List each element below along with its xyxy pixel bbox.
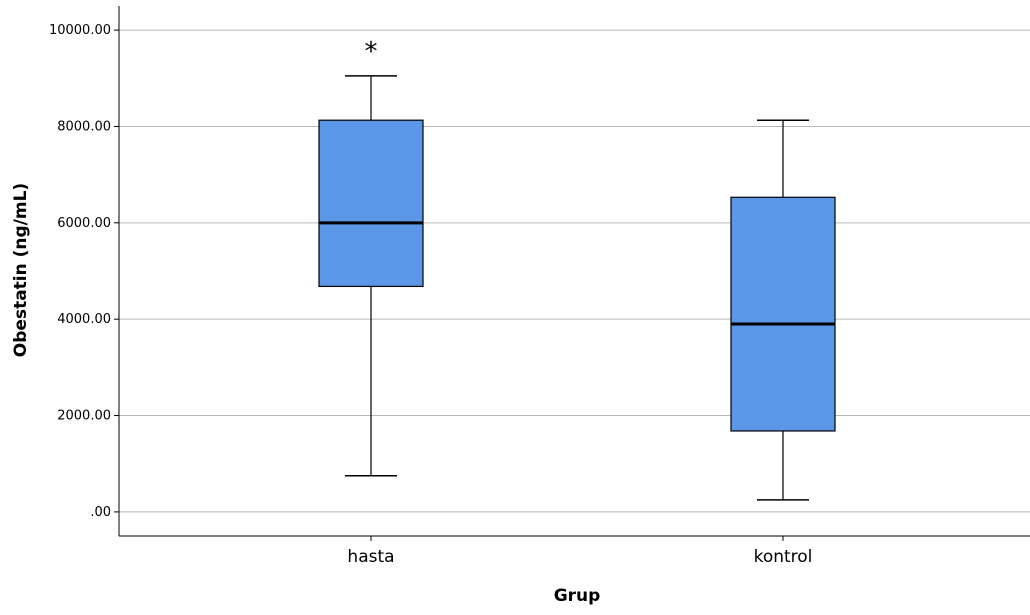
y-tick-label: 6000.00 xyxy=(57,216,111,231)
grid-lines xyxy=(119,29,1030,513)
iqr-box xyxy=(318,119,424,288)
x-category-label: hasta xyxy=(347,547,394,567)
outlier-marker: * xyxy=(365,37,378,67)
box-group-hasta: * xyxy=(318,37,424,477)
y-tick-label: 4000.00 xyxy=(57,312,111,327)
y-axis-title: Obestatin (ng/mL) xyxy=(11,183,31,357)
y-tick-label: 8000.00 xyxy=(57,119,111,134)
box-group-kontrol xyxy=(730,119,836,501)
x-category-label: kontrol xyxy=(754,547,813,567)
iqr-box xyxy=(730,196,836,432)
x-axis-title: Grup xyxy=(554,586,601,606)
y-tick-label: 10000.00 xyxy=(49,23,111,38)
x-axis-category-labels: hasta kontrol xyxy=(347,547,812,567)
axes xyxy=(114,6,1030,541)
y-tick-label: 2000.00 xyxy=(57,409,111,424)
y-axis-tick-labels: .00 2000.00 4000.00 6000.00 8000.00 10000.00 xyxy=(49,23,111,520)
boxes: * xyxy=(318,37,836,501)
y-tick-label: .00 xyxy=(90,505,111,520)
